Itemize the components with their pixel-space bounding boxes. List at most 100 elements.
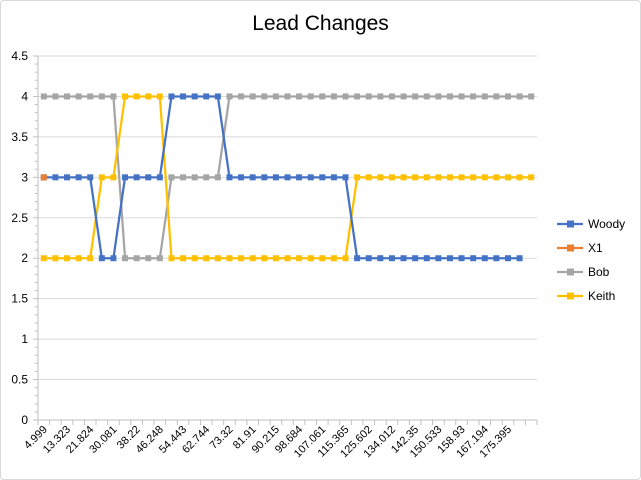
data-point-bob	[528, 93, 535, 100]
data-point-woody	[261, 174, 268, 181]
data-point-keith	[470, 174, 477, 181]
data-point-woody	[516, 255, 523, 262]
data-point-keith	[110, 174, 117, 181]
y-tick-label: 3	[21, 170, 28, 184]
data-point-woody	[296, 174, 303, 181]
data-point-woody	[168, 93, 175, 100]
data-point-bob	[226, 93, 233, 100]
data-point-bob	[388, 93, 395, 100]
data-point-x1	[40, 174, 47, 181]
data-point-woody	[435, 255, 442, 262]
data-point-woody	[446, 255, 453, 262]
data-point-bob	[412, 93, 419, 100]
data-point-bob	[98, 93, 105, 100]
data-point-bob	[145, 255, 152, 262]
data-point-keith	[180, 255, 187, 262]
data-point-bob	[272, 93, 279, 100]
data-point-bob	[307, 93, 314, 100]
data-point-woody	[145, 174, 152, 181]
data-point-bob	[446, 93, 453, 100]
data-point-bob	[342, 93, 349, 100]
data-point-bob	[458, 93, 465, 100]
data-point-keith	[342, 255, 349, 262]
data-point-bob	[435, 93, 442, 100]
data-point-keith	[122, 93, 129, 100]
data-point-woody	[377, 255, 384, 262]
data-point-bob	[400, 93, 407, 100]
data-point-woody	[122, 174, 129, 181]
data-point-woody	[400, 255, 407, 262]
legend-marker-woody	[567, 220, 574, 228]
data-point-keith	[191, 255, 198, 262]
data-point-bob	[493, 93, 500, 100]
data-point-bob	[330, 93, 337, 100]
data-point-keith	[365, 174, 372, 181]
data-point-keith	[284, 255, 291, 262]
data-point-woody	[354, 255, 361, 262]
data-point-keith	[168, 255, 175, 262]
data-point-keith	[87, 255, 94, 262]
data-point-woody	[191, 93, 198, 100]
y-tick-label: 0	[21, 413, 28, 427]
y-tick-label: 3.5	[11, 130, 28, 144]
data-point-woody	[504, 255, 511, 262]
data-point-woody	[493, 255, 500, 262]
data-point-woody	[249, 174, 256, 181]
data-point-keith	[156, 93, 163, 100]
data-point-bob	[75, 93, 82, 100]
data-point-woody	[214, 93, 221, 100]
data-point-keith	[261, 255, 268, 262]
data-point-bob	[52, 93, 59, 100]
data-point-keith	[226, 255, 233, 262]
data-point-bob	[470, 93, 477, 100]
data-point-woody	[226, 174, 233, 181]
data-point-bob	[191, 174, 198, 181]
data-point-bob	[214, 174, 221, 181]
data-point-bob	[87, 93, 94, 100]
data-point-keith	[307, 255, 314, 262]
data-point-keith	[145, 93, 152, 100]
data-point-bob	[238, 93, 245, 100]
data-point-woody	[388, 255, 395, 262]
data-point-keith	[423, 174, 430, 181]
data-point-keith	[528, 174, 535, 181]
data-point-bob	[156, 255, 163, 262]
data-point-keith	[214, 255, 221, 262]
data-point-keith	[516, 174, 523, 181]
data-point-keith	[319, 255, 326, 262]
data-point-keith	[481, 174, 488, 181]
legend-marker-bob	[567, 268, 574, 276]
data-point-woody	[412, 255, 419, 262]
data-point-bob	[180, 174, 187, 181]
data-point-woody	[458, 255, 465, 262]
y-tick-label: 2.5	[11, 211, 28, 225]
data-point-keith	[446, 174, 453, 181]
data-point-keith	[504, 174, 511, 181]
chart-title: Lead Changes	[252, 12, 389, 35]
y-tick-label: 4.5	[11, 49, 28, 63]
data-point-bob	[377, 93, 384, 100]
data-point-woody	[319, 174, 326, 181]
data-point-keith	[238, 255, 245, 262]
data-point-woody	[87, 174, 94, 181]
data-point-keith	[400, 174, 407, 181]
data-point-bob	[64, 93, 71, 100]
data-point-keith	[330, 255, 337, 262]
data-point-keith	[133, 93, 140, 100]
data-point-keith	[203, 255, 210, 262]
data-point-keith	[377, 174, 384, 181]
y-tick-label: 1.5	[11, 292, 28, 306]
data-point-woody	[238, 174, 245, 181]
data-point-keith	[458, 174, 465, 181]
data-point-keith	[412, 174, 419, 181]
data-point-keith	[493, 174, 500, 181]
data-point-woody	[481, 255, 488, 262]
y-tick-label: 4	[21, 89, 28, 103]
data-point-woody	[330, 174, 337, 181]
y-tick-label: 2	[21, 251, 28, 265]
data-point-keith	[272, 255, 279, 262]
y-tick-label: 0.5	[11, 373, 28, 387]
legend-marker-x1	[567, 244, 574, 252]
data-point-woody	[470, 255, 477, 262]
data-point-keith	[40, 255, 47, 262]
